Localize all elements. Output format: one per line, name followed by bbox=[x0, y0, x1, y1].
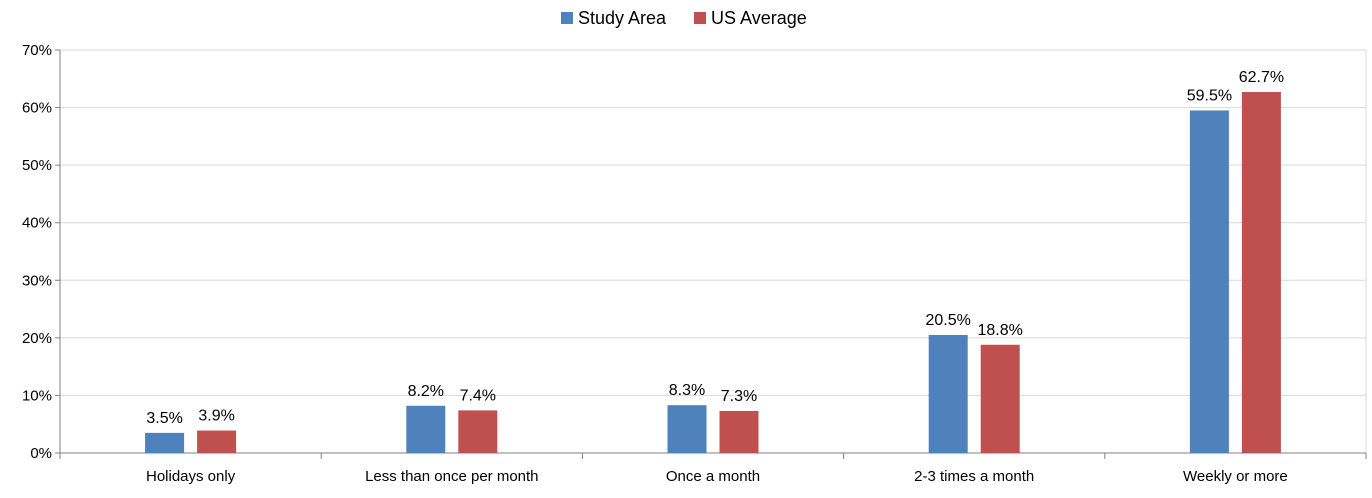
bar-us-average bbox=[197, 430, 237, 453]
y-tick-label: 40% bbox=[22, 215, 52, 232]
data-label: 20.5% bbox=[926, 312, 971, 329]
data-label: 8.2% bbox=[408, 383, 444, 400]
y-tick-label: 10% bbox=[22, 387, 52, 404]
bar-us-average bbox=[980, 344, 1020, 453]
legend-label: Study Area bbox=[578, 8, 667, 28]
data-label: 59.5% bbox=[1187, 87, 1232, 104]
y-tick-label: 60% bbox=[22, 100, 52, 117]
data-label: 3.9% bbox=[198, 408, 234, 425]
bar-study-area bbox=[1189, 110, 1229, 453]
y-tick-label: 0% bbox=[30, 445, 52, 462]
x-category-label: Weekly or more bbox=[1183, 468, 1288, 485]
y-tick-label: 50% bbox=[22, 157, 52, 174]
data-label: 8.3% bbox=[669, 382, 705, 399]
legend: Study Area US Average bbox=[561, 8, 807, 28]
bar-us-average bbox=[458, 410, 498, 453]
bar-study-area bbox=[928, 334, 968, 453]
bar-study-area bbox=[667, 405, 707, 453]
data-label: 7.3% bbox=[721, 388, 757, 405]
legend-label: US Average bbox=[711, 8, 807, 28]
bar-us-average bbox=[719, 410, 759, 453]
data-label: 62.7% bbox=[1239, 69, 1284, 86]
x-category-label: Less than once per month bbox=[365, 468, 538, 485]
legend-swatch bbox=[561, 12, 573, 24]
x-category-label: 2-3 times a month bbox=[914, 468, 1034, 485]
bars bbox=[145, 92, 1281, 453]
bar-study-area bbox=[406, 405, 446, 453]
bar-us-average bbox=[1241, 92, 1281, 453]
legend-swatch bbox=[694, 12, 706, 24]
y-tick-label: 30% bbox=[22, 272, 52, 289]
bar-study-area bbox=[145, 432, 185, 453]
x-axis: Holidays only Less than once per month Onc… bbox=[59, 452, 1367, 485]
x-category-label: Once a month bbox=[666, 468, 760, 485]
y-axis: 0% 10% 20% 30% 40% 50% 60% 70% bbox=[22, 42, 61, 462]
y-tick-label: 20% bbox=[22, 330, 52, 347]
data-label: 18.8% bbox=[978, 322, 1023, 339]
data-label: 3.5% bbox=[146, 410, 182, 427]
y-tick-label: 70% bbox=[22, 42, 52, 59]
x-category-label: Holidays only bbox=[146, 468, 236, 485]
gridlines bbox=[60, 49, 1367, 453]
data-labels: 3.5% 8.2% 8.3% 20.5% 59.5% 3.9% 7.4% 7.3% 18.8% 6… bbox=[146, 69, 1284, 427]
data-label: 7.4% bbox=[460, 387, 496, 404]
